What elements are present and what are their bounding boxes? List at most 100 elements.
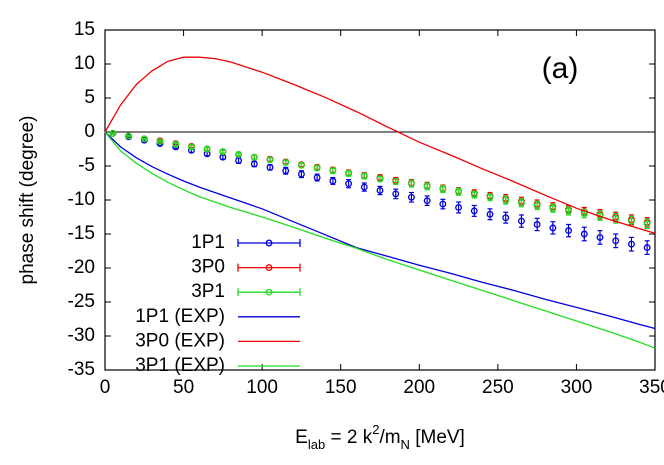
point-group [156, 138, 164, 145]
x-tick-label: 50 [173, 377, 194, 398]
data-point [360, 172, 368, 180]
point-group [219, 153, 227, 161]
point-group [486, 193, 494, 202]
y-tick-label: 5 [84, 87, 95, 108]
data-point [627, 240, 635, 248]
point-group [455, 187, 463, 196]
legend-label: 1P1 (EXP) [135, 306, 225, 327]
point-group [517, 198, 525, 208]
legend-marker [265, 288, 273, 296]
point-group [282, 166, 290, 175]
point-group [470, 204, 478, 217]
x-label-part: 2 [372, 422, 379, 437]
y-tick-label: 15 [74, 19, 95, 40]
data-point [345, 170, 353, 177]
data-point [313, 164, 321, 172]
point-group [549, 221, 557, 235]
x-label-part: = 2 k [325, 427, 372, 448]
point-group [565, 223, 573, 238]
data-point [156, 138, 164, 145]
data-point [533, 201, 541, 209]
data-point [580, 230, 588, 238]
point-group [172, 140, 180, 148]
x-axis-label: Elab = 2 k2/mN [MeV] [295, 422, 465, 452]
point-group [517, 214, 525, 228]
x-tick-label: 100 [246, 377, 278, 398]
curve [104, 131, 656, 330]
x-label-part: E [295, 427, 308, 448]
data-point [502, 196, 510, 204]
data-point [423, 182, 431, 190]
point-group [360, 172, 368, 180]
point-group [470, 190, 478, 199]
legend-marker [265, 239, 273, 247]
data-point [282, 167, 290, 175]
data-point [219, 148, 227, 156]
data-point [470, 191, 478, 199]
point-group [643, 240, 651, 255]
point-group [125, 132, 133, 140]
y-tick-label: -20 [68, 257, 95, 278]
x-label-part: [MeV] [410, 427, 465, 448]
data-point [439, 185, 447, 193]
curve [104, 131, 656, 349]
data-point [313, 174, 321, 182]
point-group [235, 150, 243, 158]
data-point [360, 183, 368, 191]
data-point [329, 167, 337, 175]
legend-label: 3P1 [191, 281, 225, 302]
point-group [580, 226, 588, 242]
data-point [533, 221, 541, 228]
data-point [345, 180, 353, 188]
data-point [407, 193, 415, 201]
data-point [297, 161, 305, 169]
annotation: (a) [542, 52, 579, 85]
point-group [627, 236, 635, 252]
point-group [345, 179, 353, 189]
data-point [109, 129, 117, 137]
point-group [329, 167, 337, 175]
data-point [565, 207, 573, 215]
data-point [172, 140, 180, 148]
y-axis-label: phase shift (degree) [17, 116, 38, 285]
data-point [455, 204, 463, 211]
point-group [266, 156, 274, 164]
point-group [392, 188, 400, 200]
data-point [282, 159, 290, 167]
point-group [282, 159, 290, 167]
point-group [439, 185, 447, 194]
data-point [517, 217, 525, 225]
point-group [313, 164, 321, 172]
legend-label: 3P0 (EXP) [135, 330, 225, 351]
data-point [565, 227, 573, 235]
data-point [439, 200, 447, 208]
point-group [140, 135, 148, 143]
point-group [455, 201, 463, 214]
point-group [565, 206, 573, 216]
point-group [250, 160, 258, 168]
point-group [502, 195, 510, 205]
point-group [596, 230, 604, 245]
x-label-part: /m [379, 427, 400, 448]
x-tick-label: 350 [639, 377, 664, 398]
data-point [392, 178, 400, 186]
data-point [297, 170, 305, 178]
point-group [533, 217, 541, 232]
data-point [517, 199, 525, 207]
legend-label: 3P1 (EXP) [135, 355, 225, 376]
y-tick-label: -15 [68, 223, 95, 244]
curve [104, 56, 656, 234]
point-group [407, 191, 415, 203]
y-tick-label: 0 [84, 121, 95, 142]
y-tick-label: -25 [68, 291, 95, 312]
x-tick-label: 250 [482, 377, 514, 398]
point-group [407, 179, 415, 188]
point-group [423, 195, 431, 207]
point-group [533, 200, 541, 211]
point-group [187, 143, 195, 151]
data-point [187, 143, 195, 151]
point-group [219, 148, 227, 156]
data-point [612, 237, 620, 245]
data-point [376, 175, 384, 183]
